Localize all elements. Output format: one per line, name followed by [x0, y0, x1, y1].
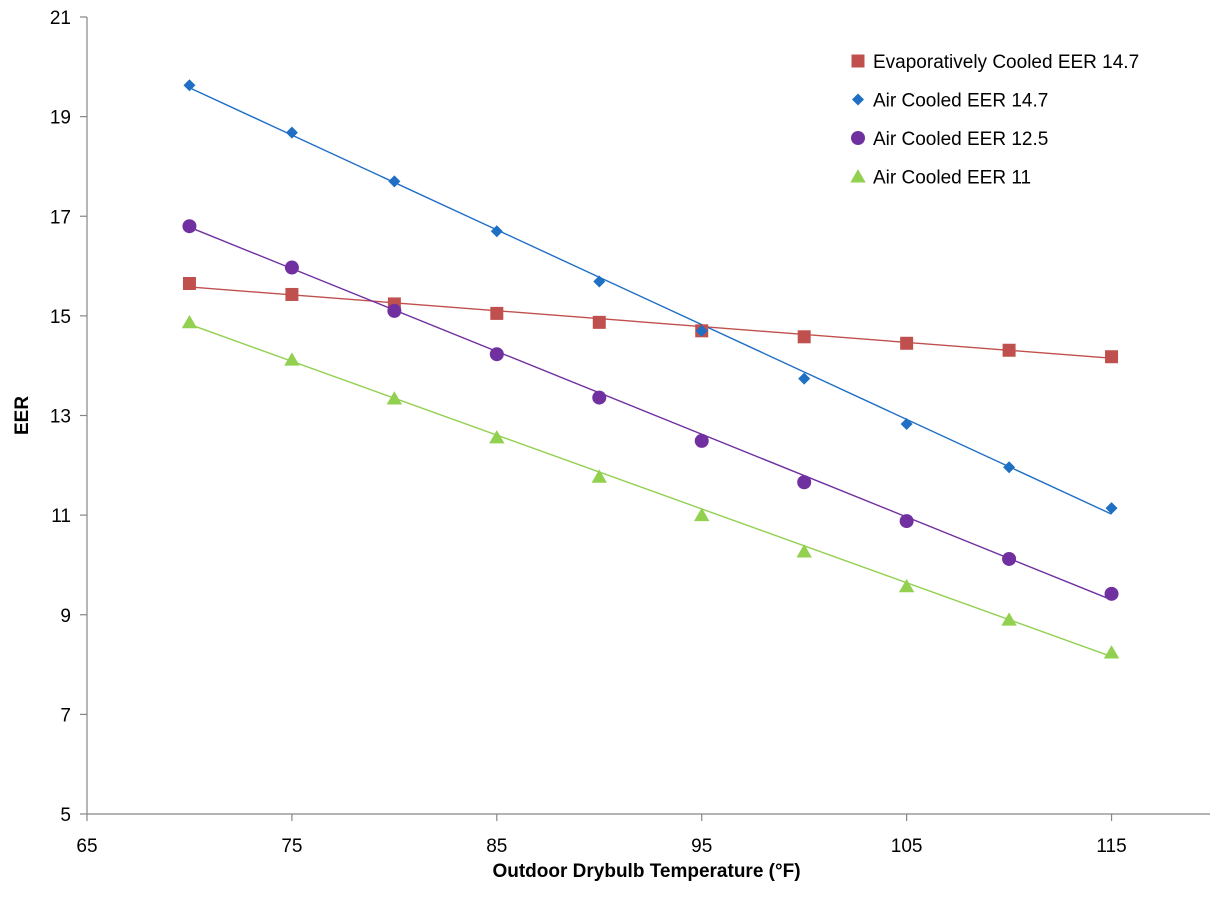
data-point — [798, 372, 811, 385]
y-tick-label: 19 — [50, 108, 71, 129]
data-point — [183, 79, 196, 92]
y-tick-label: 15 — [50, 307, 71, 328]
trendline — [189, 226, 1112, 601]
data-point — [694, 507, 710, 522]
data-point — [694, 433, 709, 448]
x-axis-title: Outdoor Drybulb Temperature (°F) — [492, 861, 800, 882]
trendline — [189, 323, 1112, 658]
x-tick-label: 115 — [1096, 836, 1126, 857]
data-point — [592, 315, 606, 329]
data-point — [796, 544, 812, 558]
data-points — [181, 79, 1120, 659]
trendline — [189, 87, 1112, 515]
legend: Evaporatively Cooled EER 14.7 Air Cooled … — [850, 52, 1139, 189]
legend-marker — [852, 93, 864, 106]
x-tick-label: 65 — [76, 836, 97, 857]
y-tick-label: 21 — [50, 8, 71, 29]
data-point — [285, 126, 298, 139]
x-tick-label: 75 — [281, 836, 302, 857]
data-point — [181, 315, 198, 329]
data-point — [695, 324, 708, 337]
data-point — [1002, 551, 1017, 566]
data-point — [900, 336, 914, 350]
series-points — [182, 276, 1119, 364]
data-point — [797, 475, 812, 490]
y-axis-title: EER — [12, 396, 33, 435]
data-point — [386, 391, 403, 405]
data-point — [1104, 586, 1119, 601]
series-points — [181, 315, 1120, 659]
data-point — [284, 352, 300, 366]
data-point — [489, 430, 505, 444]
legend-label: Evaporatively Cooled EER 14.7 — [873, 52, 1139, 73]
legend-marker — [850, 169, 866, 183]
data-point — [900, 417, 913, 430]
x-tick-label: 95 — [691, 836, 712, 857]
data-point — [285, 287, 299, 301]
y-tick-label: 17 — [50, 207, 71, 228]
legend-marker — [851, 131, 865, 145]
y-tick-label: 7 — [60, 705, 71, 726]
data-point — [1103, 645, 1120, 659]
y-tick-label: 5 — [60, 805, 71, 826]
data-point — [388, 175, 401, 188]
data-point — [182, 276, 196, 290]
trendline — [189, 286, 1112, 359]
y-tick-label: 13 — [50, 407, 71, 428]
y-tick-label: 11 — [51, 506, 71, 527]
data-point — [1002, 343, 1016, 357]
x-ticks: 65 75 85 95 105 115 — [76, 814, 1127, 857]
data-point — [387, 303, 402, 318]
series-points — [182, 219, 1119, 601]
data-point — [490, 306, 504, 320]
data-point — [591, 469, 607, 483]
legend-label: Air Cooled EER 12.5 — [873, 129, 1048, 150]
data-point — [489, 347, 504, 362]
data-point — [1105, 502, 1118, 515]
trendlines — [189, 87, 1112, 658]
data-point — [284, 260, 299, 275]
legend-label: Air Cooled EER 11 — [873, 168, 1031, 189]
data-point — [182, 219, 197, 234]
series-points — [183, 79, 1118, 515]
data-point — [1003, 461, 1016, 474]
data-point — [593, 275, 606, 288]
legend-marker — [851, 54, 865, 68]
data-point — [898, 579, 915, 593]
y-ticks: 5 7 9 11 13 15 17 19 21 — [50, 8, 87, 826]
data-point — [797, 330, 811, 344]
y-tick-label: 9 — [60, 606, 71, 627]
legend-label: Air Cooled EER 14.7 — [873, 91, 1048, 112]
x-tick-label: 85 — [486, 836, 507, 857]
data-point — [490, 225, 503, 238]
data-point — [1001, 612, 1017, 626]
x-tick-label: 105 — [891, 836, 923, 857]
data-point — [899, 514, 914, 529]
data-point — [592, 390, 607, 405]
data-point — [1105, 350, 1119, 364]
